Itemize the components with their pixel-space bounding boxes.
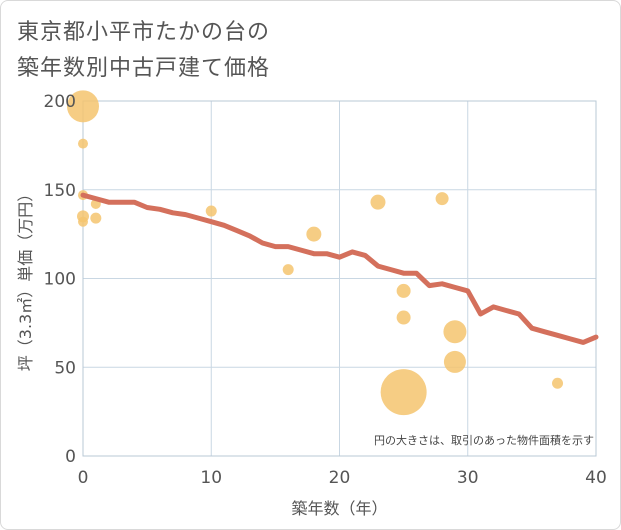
- bubble-1: [78, 138, 88, 149]
- bubble-17: [552, 377, 564, 389]
- bubble-10: [370, 194, 386, 210]
- tick-labels: 0 10 20 30 40 0 50 100 150 200: [44, 92, 607, 488]
- bubble-9: [306, 226, 322, 242]
- x-axis-label: 築年数（年）: [291, 499, 387, 518]
- y-axis-label: 坪（3.3㎡）単価（万円）: [16, 186, 35, 371]
- bubble-16: [443, 350, 466, 373]
- bubble-8: [282, 264, 294, 276]
- x-tick-label-0: 0: [78, 468, 89, 488]
- y-tick-label-3: 150: [44, 181, 76, 201]
- chart-title: 東京都小平市たかの台の 築年数別中古戸建て価格: [17, 15, 270, 87]
- bubble-12: [396, 310, 411, 325]
- bubble-6: [90, 212, 102, 224]
- y-tick-label-2: 100: [44, 270, 76, 290]
- y-tick-label-0: 0: [65, 447, 76, 467]
- bubble-4: [78, 216, 88, 227]
- x-tick-label-4: 40: [585, 468, 607, 488]
- bubble-14: [435, 192, 449, 206]
- x-tick-label-3: 30: [457, 468, 479, 488]
- x-tick-label-1: 10: [200, 468, 222, 488]
- bubble-7: [205, 205, 217, 217]
- trend-line: [80, 192, 599, 345]
- bubble-0: [67, 90, 99, 123]
- y-tick-label-1: 50: [54, 358, 76, 378]
- bubble-11: [396, 283, 411, 298]
- size-note: 円の大きさは、取引のあった物件面積を示す: [374, 433, 594, 447]
- plot-area: [82, 100, 597, 457]
- bubble-13: [380, 369, 427, 416]
- y-tick-label-4: 200: [44, 92, 76, 112]
- chart-title-line1: 東京都小平市たかの台の: [17, 20, 271, 45]
- chart-title-line2: 築年数別中古戸建て価格: [17, 56, 271, 81]
- grid-lines: [82, 100, 597, 457]
- bubble-15: [443, 320, 467, 344]
- bubbles: [67, 90, 564, 416]
- x-tick-label-2: 20: [329, 468, 351, 488]
